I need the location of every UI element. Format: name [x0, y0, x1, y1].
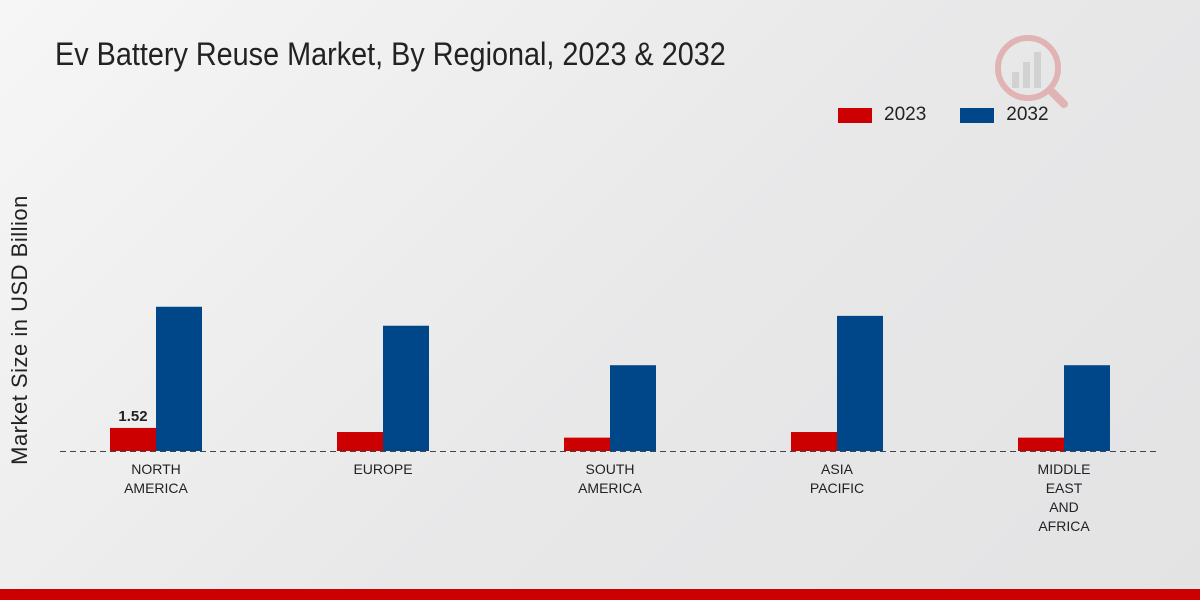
- bar-2023-1: [337, 432, 383, 451]
- bar-2032-1: [383, 325, 429, 451]
- data-labels: 1.52: [118, 408, 147, 425]
- bar-2023-0: [110, 427, 156, 451]
- legend-label-2023: 2023: [884, 104, 927, 125]
- bar-2023-3: [791, 432, 837, 451]
- x-tick-labels: NORTH AMERICA EUROPE SOUTH AMERICA ASIA PACIFI…: [124, 461, 1090, 534]
- legend: 2023 2032: [838, 104, 1083, 126]
- data-label-0: 1.52: [118, 408, 147, 425]
- footer-bar: [0, 589, 1200, 600]
- legend-swatch-2023: [838, 107, 872, 123]
- bar-2032-4: [1064, 365, 1110, 451]
- bars-group: [110, 306, 1110, 451]
- x-tick-label-3: ASIA PACIFIC: [810, 461, 864, 496]
- bar-2023-4: [1018, 437, 1064, 451]
- bar-2032-0: [156, 306, 202, 451]
- bar-2032-2: [610, 365, 656, 451]
- x-tick-label-0: NORTH AMERICA: [124, 461, 188, 496]
- chart-title: Ev Battery Reuse Market, By Regional, 20…: [55, 36, 726, 72]
- legend-item-2023: 2023: [838, 104, 926, 126]
- legend-item-2032: 2032: [960, 104, 1049, 126]
- legend-label-2032: 2032: [1006, 104, 1049, 125]
- watermark-logo-icon: [992, 30, 1072, 115]
- legend-swatch-2032: [960, 107, 995, 123]
- bar-2032-3: [837, 315, 883, 451]
- x-tick-label-2: SOUTH AMERICA: [578, 461, 642, 496]
- x-tick-label-1: EUROPE: [353, 461, 412, 477]
- bar-2023-2: [564, 437, 610, 451]
- x-tick-label-4: MIDDLE EAST AND AFRICA: [1038, 461, 1091, 534]
